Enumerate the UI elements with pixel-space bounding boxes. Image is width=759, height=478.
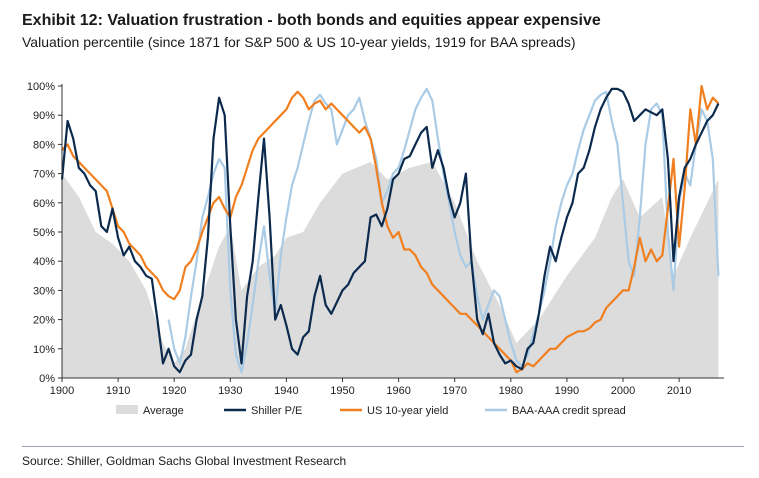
y-tick-label: 60%: [33, 198, 55, 210]
series-layer: [60, 84, 720, 378]
legend-label: Shiller P/E: [251, 405, 302, 417]
x-tick-label: 1940: [274, 385, 298, 397]
axes: 0% 10% 20% 30% 40% 50% 60% 70% 80% 90% 100% 1900 191…: [27, 81, 724, 397]
y-tick-label: 0%: [39, 373, 55, 385]
y-tick-label: 70%: [33, 169, 55, 181]
y-tick-label: 100%: [27, 81, 55, 93]
y-tick-label: 20%: [33, 315, 55, 327]
source-divider: [22, 446, 744, 447]
y-tick-label: 50%: [33, 227, 55, 239]
y-tick-label: 10%: [33, 344, 55, 356]
x-tick-label: 1920: [162, 385, 186, 397]
x-tick-label: 1910: [106, 385, 130, 397]
legend-item-baa-aaa-credit-spread: BAA-AAA credit spread: [485, 405, 626, 417]
y-tick-label: 80%: [33, 139, 55, 151]
exhibit-subtitle: Valuation percentile (since 1871 for S&P…: [22, 34, 576, 50]
x-tick-label: 1950: [330, 385, 354, 397]
valuation-chart: 0% 10% 20% 30% 40% 50% 60% 70% 80% 90% 100% 1900 191…: [27, 81, 724, 417]
legend-item-average: Average: [116, 405, 184, 417]
legend: Average Shiller P/E US 10-year yield BAA-AA…: [116, 405, 626, 417]
x-tick-label: 1900: [50, 385, 74, 397]
y-tick-label: 30%: [33, 285, 55, 297]
y-tick-label: 40%: [33, 256, 55, 268]
series-line-shiller-p-e: [60, 87, 720, 374]
legend-item-us-10-year-yield: US 10-year yield: [340, 405, 448, 417]
legend-item-shiller-p-e: Shiller P/E: [224, 405, 302, 417]
legend-label: US 10-year yield: [367, 405, 448, 417]
x-tick-label: 1960: [386, 385, 410, 397]
legend-swatch: [116, 405, 138, 414]
x-tick-label: 1970: [442, 385, 466, 397]
series-area-average: [62, 161, 719, 378]
x-tick-label: 1930: [218, 385, 242, 397]
series-line-us-10-year-yield: [61, 84, 720, 374]
x-tick-label: 2010: [667, 385, 691, 397]
x-tick-label: 1990: [555, 385, 579, 397]
x-tick-label: 1980: [499, 385, 523, 397]
source-note: Source: Shiller, Goldman Sachs Global In…: [22, 454, 347, 468]
legend-label: BAA-AAA credit spread: [512, 405, 626, 417]
legend-label: Average: [143, 405, 184, 417]
y-tick-label: 90%: [33, 110, 55, 122]
exhibit-title: Exhibit 12: Valuation frustration - both…: [22, 12, 601, 29]
x-tick-label: 2000: [611, 385, 635, 397]
